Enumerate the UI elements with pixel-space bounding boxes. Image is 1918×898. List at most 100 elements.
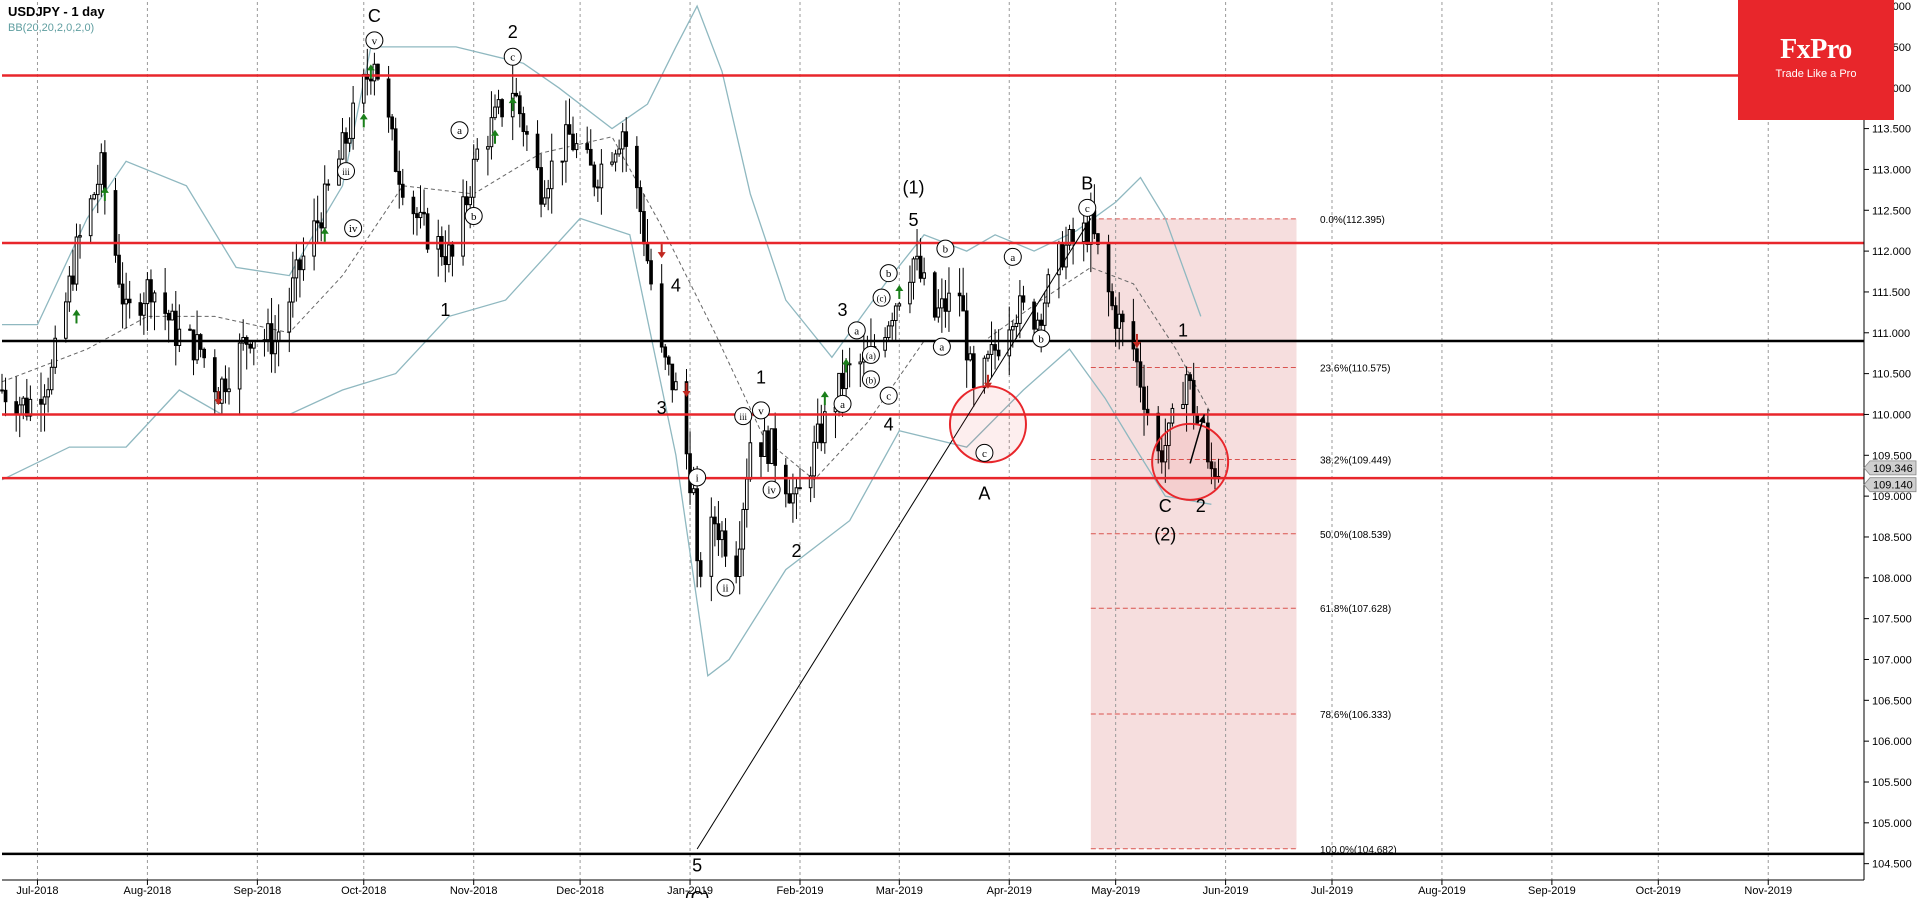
bollinger-lower-band xyxy=(1,217,1212,677)
candle-body xyxy=(287,301,292,333)
candle-body xyxy=(525,131,529,135)
candle xyxy=(911,256,916,300)
candle xyxy=(791,473,795,523)
candle-body xyxy=(418,211,423,219)
candle-body xyxy=(1071,229,1075,243)
price-badge: 109.346 xyxy=(1863,460,1917,476)
candle-body xyxy=(372,63,377,82)
wave-label-text: ii xyxy=(722,583,728,595)
candle xyxy=(890,312,895,340)
candle xyxy=(564,100,568,183)
candle xyxy=(64,292,68,343)
candle xyxy=(103,140,107,215)
up-arrow-icon xyxy=(490,129,499,144)
candle xyxy=(124,272,128,329)
wave-label: 3 xyxy=(657,398,667,418)
candle-body xyxy=(14,401,19,416)
candle xyxy=(1071,217,1075,265)
candle-body xyxy=(964,310,969,361)
candle xyxy=(28,385,33,422)
y-tick-label: 108.500 xyxy=(1872,532,1912,544)
candle xyxy=(858,353,863,387)
candle-body xyxy=(471,158,476,198)
wave-label: B xyxy=(1081,173,1093,193)
up-arrow-icon xyxy=(320,227,329,242)
candle xyxy=(1181,381,1185,410)
candle xyxy=(202,347,206,368)
wave-label: 2 xyxy=(1196,496,1206,516)
candle xyxy=(422,189,426,226)
up-arrow-icon xyxy=(820,391,829,406)
candle-body xyxy=(74,236,79,285)
candle-body xyxy=(149,279,153,303)
fib-level-label: 38.2%(109.449) xyxy=(1320,455,1391,466)
candle xyxy=(613,149,618,172)
candle-body xyxy=(1206,422,1210,463)
candle-body xyxy=(982,357,987,389)
candle xyxy=(922,257,926,286)
wave-label-circled: (a) xyxy=(861,345,880,364)
wave-label-text: c xyxy=(982,448,987,460)
candle xyxy=(251,340,256,366)
candle-body xyxy=(447,244,451,266)
candle-body xyxy=(425,213,430,250)
wave-label-circled: (b) xyxy=(861,370,880,389)
chart-grid xyxy=(36,2,1769,880)
candle xyxy=(1131,298,1136,361)
wave-label-text: b xyxy=(943,244,949,256)
wave-label-circled: a xyxy=(450,121,469,140)
candle-body xyxy=(585,143,590,150)
candle xyxy=(549,133,554,214)
candle-body xyxy=(1110,291,1114,307)
candle-body xyxy=(695,488,699,562)
candle xyxy=(610,151,614,167)
wave-label: 2 xyxy=(508,22,518,42)
candle xyxy=(748,418,753,482)
x-tick-label: Jul-2018 xyxy=(16,885,58,897)
wave-label: 1 xyxy=(1178,320,1188,340)
candle-body xyxy=(78,235,82,238)
candle-body xyxy=(1067,229,1072,246)
price-badge-label: 109.140 xyxy=(1873,480,1913,492)
candle-body xyxy=(613,153,618,163)
candle-body xyxy=(886,325,891,339)
wave-label: (C) xyxy=(685,888,710,898)
candle-body xyxy=(53,337,58,368)
candle-body xyxy=(1106,243,1111,293)
candle xyxy=(1135,343,1139,386)
candle xyxy=(514,77,519,98)
y-tick-label: 113.000 xyxy=(1872,164,1911,176)
candle xyxy=(1159,436,1164,474)
candle-body xyxy=(361,73,366,104)
candle-body xyxy=(808,475,813,489)
candle xyxy=(635,136,639,209)
candle-body xyxy=(709,516,714,577)
candlestick-series xyxy=(0,48,1221,602)
x-tick-label: Nov-2019 xyxy=(1744,885,1792,897)
candle xyxy=(340,118,345,161)
y-tick-label: 108.000 xyxy=(1872,573,1912,585)
candle-body xyxy=(737,548,742,578)
candle-body xyxy=(546,188,551,199)
candle xyxy=(815,398,820,449)
candle-body xyxy=(95,183,100,196)
candle xyxy=(645,219,650,264)
candle-body xyxy=(624,131,629,147)
candle-body xyxy=(769,428,774,464)
candle-body xyxy=(166,312,171,321)
candle xyxy=(415,207,419,236)
y-tick-label: 109.000 xyxy=(1872,491,1912,503)
candle-body xyxy=(103,152,107,192)
wave-label-text: (a) xyxy=(866,351,876,361)
candle-body xyxy=(1138,361,1143,388)
wave-label-circled: v xyxy=(751,401,770,420)
x-tick-label: Mar-2019 xyxy=(876,885,923,897)
candle xyxy=(1106,234,1111,317)
candle-body xyxy=(0,389,4,392)
candle xyxy=(897,301,902,311)
candle-body xyxy=(439,236,444,258)
x-tick-label: May-2019 xyxy=(1091,885,1140,897)
candle xyxy=(212,349,217,415)
candle-body xyxy=(574,143,579,151)
